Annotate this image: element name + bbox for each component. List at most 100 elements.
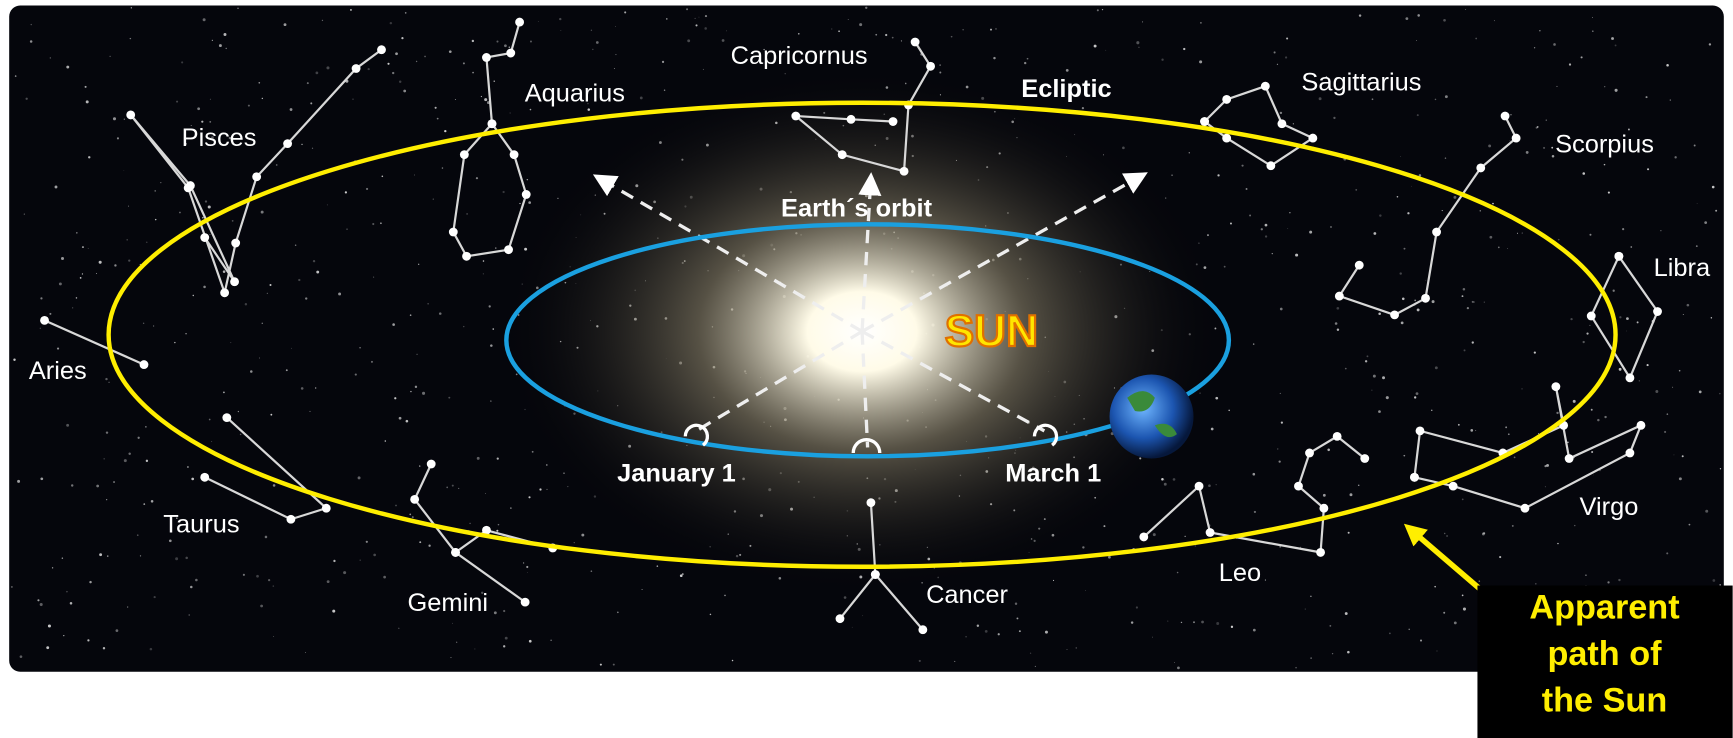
star <box>368 68 370 70</box>
star <box>1027 58 1029 60</box>
star <box>1183 48 1185 50</box>
star <box>1199 60 1202 63</box>
star <box>1253 343 1254 344</box>
star <box>326 66 329 69</box>
star <box>1664 431 1666 433</box>
star <box>1407 212 1409 214</box>
star <box>1082 107 1084 109</box>
constellation-star <box>410 495 419 504</box>
star <box>705 15 707 17</box>
star <box>1136 606 1138 608</box>
star <box>1345 612 1348 615</box>
constellation-star <box>900 167 909 176</box>
star <box>710 614 712 616</box>
star <box>258 82 260 84</box>
star <box>1161 59 1163 61</box>
star <box>412 516 414 518</box>
star <box>1479 580 1480 581</box>
constellation-star <box>1360 454 1369 463</box>
star <box>1295 667 1297 669</box>
star <box>358 476 361 479</box>
star <box>410 314 412 316</box>
star <box>1280 393 1281 394</box>
star <box>1215 397 1218 400</box>
star <box>409 514 411 516</box>
star <box>131 7 132 8</box>
callout-text: the Sun <box>1542 681 1668 719</box>
star <box>615 26 616 27</box>
star <box>1499 556 1501 558</box>
star <box>191 478 194 481</box>
star <box>561 30 562 31</box>
star <box>270 414 272 416</box>
star <box>211 441 212 442</box>
star <box>1411 186 1412 187</box>
star <box>1463 607 1466 610</box>
constellation-star <box>40 316 49 325</box>
star <box>1582 172 1585 175</box>
constellation-star <box>1200 117 1209 126</box>
star <box>539 488 541 490</box>
star <box>1382 376 1385 379</box>
star <box>1687 304 1690 307</box>
star <box>1611 37 1614 40</box>
star <box>20 655 23 658</box>
star <box>424 56 426 58</box>
star <box>290 108 293 111</box>
star <box>574 542 575 543</box>
constellation-label: Virgo <box>1579 493 1638 521</box>
star <box>1526 151 1529 154</box>
constellation-star <box>838 150 847 159</box>
star <box>392 323 395 326</box>
star <box>1336 307 1339 310</box>
constellation-star <box>1266 161 1275 170</box>
star <box>26 98 28 100</box>
constellation-star <box>889 117 898 126</box>
star <box>1619 368 1622 371</box>
constellation-label: Pisces <box>182 124 257 152</box>
star <box>1666 64 1669 67</box>
star <box>547 489 548 490</box>
constellation-star <box>1261 82 1270 91</box>
star <box>1024 62 1026 64</box>
star <box>1359 14 1361 16</box>
star <box>343 571 346 574</box>
star <box>1417 114 1419 116</box>
constellation-star <box>427 460 436 469</box>
star <box>686 8 688 10</box>
star <box>1280 112 1282 114</box>
constellation-star <box>1308 134 1317 143</box>
star <box>209 419 211 421</box>
star <box>1405 17 1408 20</box>
star <box>1679 370 1681 372</box>
constellation-label: Sagittarius <box>1301 69 1421 97</box>
earth <box>1110 375 1194 459</box>
star <box>1402 298 1405 301</box>
star <box>1615 44 1617 46</box>
star <box>1378 312 1381 315</box>
star <box>449 50 452 53</box>
star <box>1538 433 1539 434</box>
star <box>117 137 119 139</box>
star <box>203 286 206 289</box>
constellation-star <box>1476 164 1485 173</box>
star <box>1207 234 1209 236</box>
star <box>1337 329 1339 331</box>
star <box>1066 69 1069 72</box>
constellation-star <box>867 498 876 507</box>
star <box>1277 64 1278 65</box>
star <box>591 30 592 31</box>
star <box>1211 428 1214 431</box>
star <box>1355 189 1357 191</box>
star <box>151 500 154 503</box>
star <box>273 636 274 637</box>
star <box>371 361 373 363</box>
star <box>495 247 496 248</box>
star <box>1682 455 1684 457</box>
star <box>327 580 330 583</box>
constellation-star <box>230 277 239 286</box>
star <box>273 484 276 487</box>
star <box>105 378 107 380</box>
star <box>1224 266 1226 268</box>
constellation-star <box>836 614 845 623</box>
